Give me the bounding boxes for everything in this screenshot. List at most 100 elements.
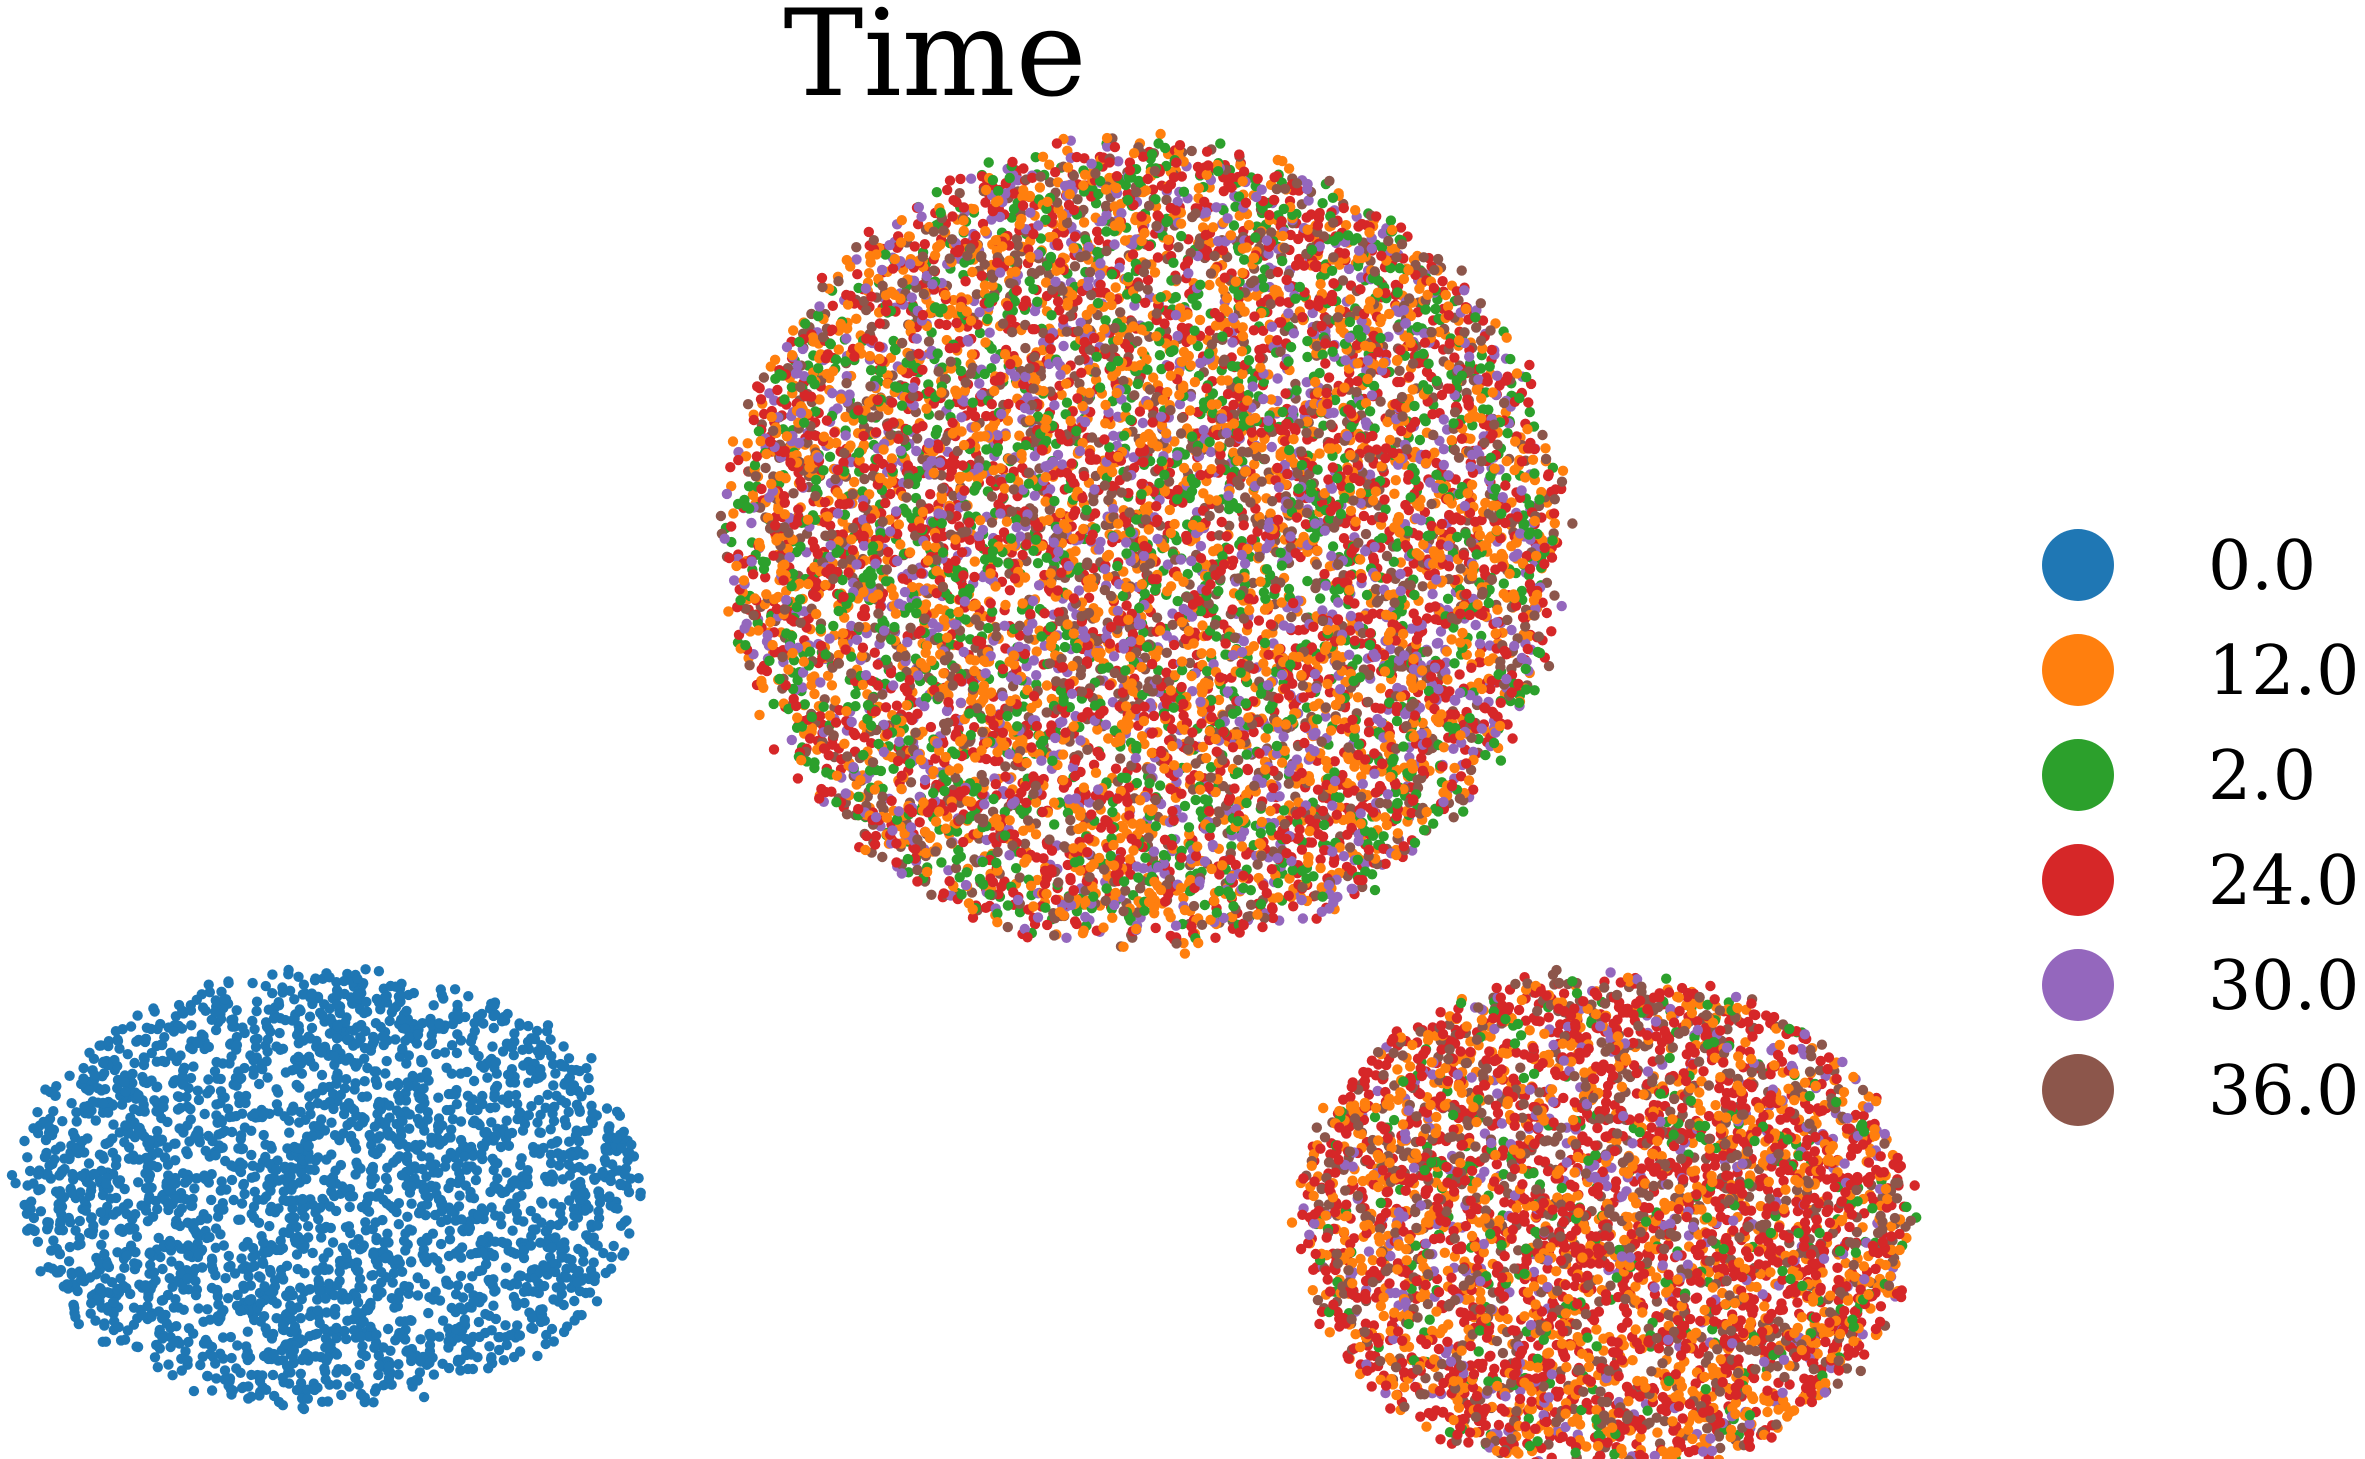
scatter-point xyxy=(1029,490,1041,501)
scatter-point xyxy=(1179,904,1191,916)
scatter-point xyxy=(940,725,952,736)
scatter-point xyxy=(799,699,810,710)
scatter-point xyxy=(1032,558,1044,569)
scatter-point xyxy=(920,847,932,859)
scatter-point xyxy=(1066,688,1078,699)
scatter-point xyxy=(1170,291,1182,303)
scatter-point xyxy=(749,460,761,471)
scatter-point xyxy=(975,515,986,526)
scatter-point xyxy=(928,766,939,777)
scatter-point xyxy=(1287,865,1298,876)
scatter-point xyxy=(1355,284,1366,295)
scatter-point xyxy=(976,270,987,281)
scatter-point xyxy=(746,517,757,529)
scatter-point xyxy=(1029,305,1041,317)
scatter-point xyxy=(1150,922,1161,934)
scatter-point xyxy=(1385,215,1397,226)
scatter-point xyxy=(1178,892,1189,904)
scatter-point xyxy=(1041,888,1052,900)
scatter-point xyxy=(907,522,918,533)
scatter-point xyxy=(1107,370,1118,382)
scatter-point xyxy=(1100,200,1112,212)
scatter-point xyxy=(1164,504,1176,516)
scatter-point xyxy=(893,519,905,530)
scatter-point xyxy=(1352,692,1364,703)
scatter-point xyxy=(896,868,907,879)
scatter-point xyxy=(1458,806,1469,817)
scatter-point xyxy=(1151,612,1163,623)
scatter-point xyxy=(1154,780,1166,791)
scatter-point xyxy=(1324,513,1336,525)
scatter-point xyxy=(1017,734,1028,746)
scatter-point xyxy=(850,688,861,700)
scatter-point xyxy=(758,372,770,383)
scatter-point xyxy=(1417,581,1428,592)
scatter-point xyxy=(919,774,931,786)
scatter-point xyxy=(941,705,953,717)
scatter-point xyxy=(1316,736,1327,747)
scatter-point xyxy=(816,272,828,284)
scatter-point xyxy=(1002,921,1013,933)
scatter-point xyxy=(1094,852,1105,864)
scatter-point xyxy=(810,474,822,486)
scatter-point xyxy=(1069,231,1081,242)
scatter-point xyxy=(1309,668,1321,680)
scatter-point xyxy=(743,481,755,492)
scatter-point xyxy=(1301,212,1312,223)
scatter-point xyxy=(1082,744,1093,755)
scatter-point xyxy=(1266,321,1278,332)
scatter-point xyxy=(994,267,1006,278)
scatter-point xyxy=(877,689,888,700)
scatter-point xyxy=(1115,753,1126,764)
scatter-point xyxy=(831,770,843,781)
scatter-point xyxy=(1186,670,1197,682)
scatter-point xyxy=(1338,202,1350,214)
scatter-points xyxy=(6,128,1922,1459)
scatter-point xyxy=(855,774,866,786)
scatter-point xyxy=(1194,314,1206,326)
scatter-point xyxy=(727,436,739,447)
scatter-point xyxy=(1407,384,1419,395)
scatter-point xyxy=(1340,220,1352,231)
scatter-point xyxy=(1444,686,1455,697)
scatter-point xyxy=(1155,128,1166,140)
scatter-point xyxy=(931,187,942,198)
scatter-point xyxy=(1000,761,1011,772)
scatter-point xyxy=(1049,819,1060,830)
scatter-point xyxy=(788,488,799,499)
scatter-point xyxy=(1345,803,1357,814)
scatter-point xyxy=(1464,712,1475,724)
scatter-point xyxy=(851,242,862,253)
scatter-point xyxy=(874,318,885,329)
scatter-point xyxy=(740,603,751,614)
scatter-point xyxy=(742,438,753,449)
scatter-point xyxy=(986,517,998,528)
scatter-point xyxy=(1077,928,1089,939)
scatter-point xyxy=(1214,885,1225,897)
scatter-point xyxy=(1264,703,1276,714)
scatter-point xyxy=(1329,756,1340,767)
scatter-point xyxy=(1314,207,1325,219)
scatter-point xyxy=(1537,597,1548,608)
scatter-point xyxy=(1297,913,1309,924)
scatter-point xyxy=(1049,930,1060,941)
scatter-point xyxy=(1261,564,1273,575)
scatter-point xyxy=(1257,343,1269,354)
scatter-point xyxy=(858,540,870,551)
scatter-point xyxy=(1556,476,1568,487)
scatter-point xyxy=(1046,845,1058,856)
scatter-point xyxy=(1069,261,1081,272)
scatter-point xyxy=(877,851,888,863)
scatter-point xyxy=(955,697,967,708)
scatter-point xyxy=(826,680,838,691)
scatter-point xyxy=(1265,619,1277,630)
scatter-point xyxy=(1471,322,1482,333)
scatter-point xyxy=(880,702,892,713)
scatter-point xyxy=(923,336,935,347)
scatter-point xyxy=(1133,872,1144,883)
scatter-point xyxy=(788,325,799,336)
scatter-point xyxy=(833,649,844,661)
scatter-point xyxy=(1014,872,1025,883)
scatter-point xyxy=(985,475,997,487)
scatter-point xyxy=(1437,276,1448,287)
